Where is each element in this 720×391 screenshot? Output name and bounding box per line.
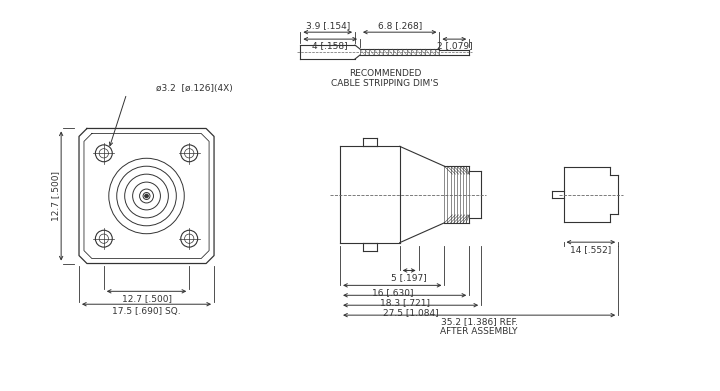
Text: 12.7 [.500]: 12.7 [.500]: [50, 171, 60, 221]
Text: 4 [.158]: 4 [.158]: [312, 41, 348, 50]
Text: 16 [.630]: 16 [.630]: [372, 288, 413, 297]
Text: 12.7 [.500]: 12.7 [.500]: [122, 294, 171, 303]
Text: RECOMMENDED: RECOMMENDED: [348, 69, 421, 78]
Text: 14 [.552]: 14 [.552]: [570, 246, 611, 255]
Text: 27.5 [1.084]: 27.5 [1.084]: [383, 308, 438, 317]
Text: 17.5 [.690] SQ.: 17.5 [.690] SQ.: [112, 307, 181, 316]
Text: 3.9 [.154]: 3.9 [.154]: [305, 21, 350, 30]
Text: 18.3 [.721]: 18.3 [.721]: [379, 298, 430, 307]
Text: 2 [.079]: 2 [.079]: [436, 41, 472, 50]
Text: 5 [.197]: 5 [.197]: [391, 273, 426, 282]
Text: ø3.2  [ø.126](4X): ø3.2 [ø.126](4X): [156, 84, 233, 93]
Text: CABLE STRIPPING DIM'S: CABLE STRIPPING DIM'S: [331, 79, 438, 88]
Text: AFTER ASSEMBLY: AFTER ASSEMBLY: [441, 326, 518, 335]
Text: 6.8 [.268]: 6.8 [.268]: [377, 21, 422, 30]
Text: 35.2 [1.386] REF.: 35.2 [1.386] REF.: [441, 317, 518, 326]
Circle shape: [145, 194, 148, 198]
